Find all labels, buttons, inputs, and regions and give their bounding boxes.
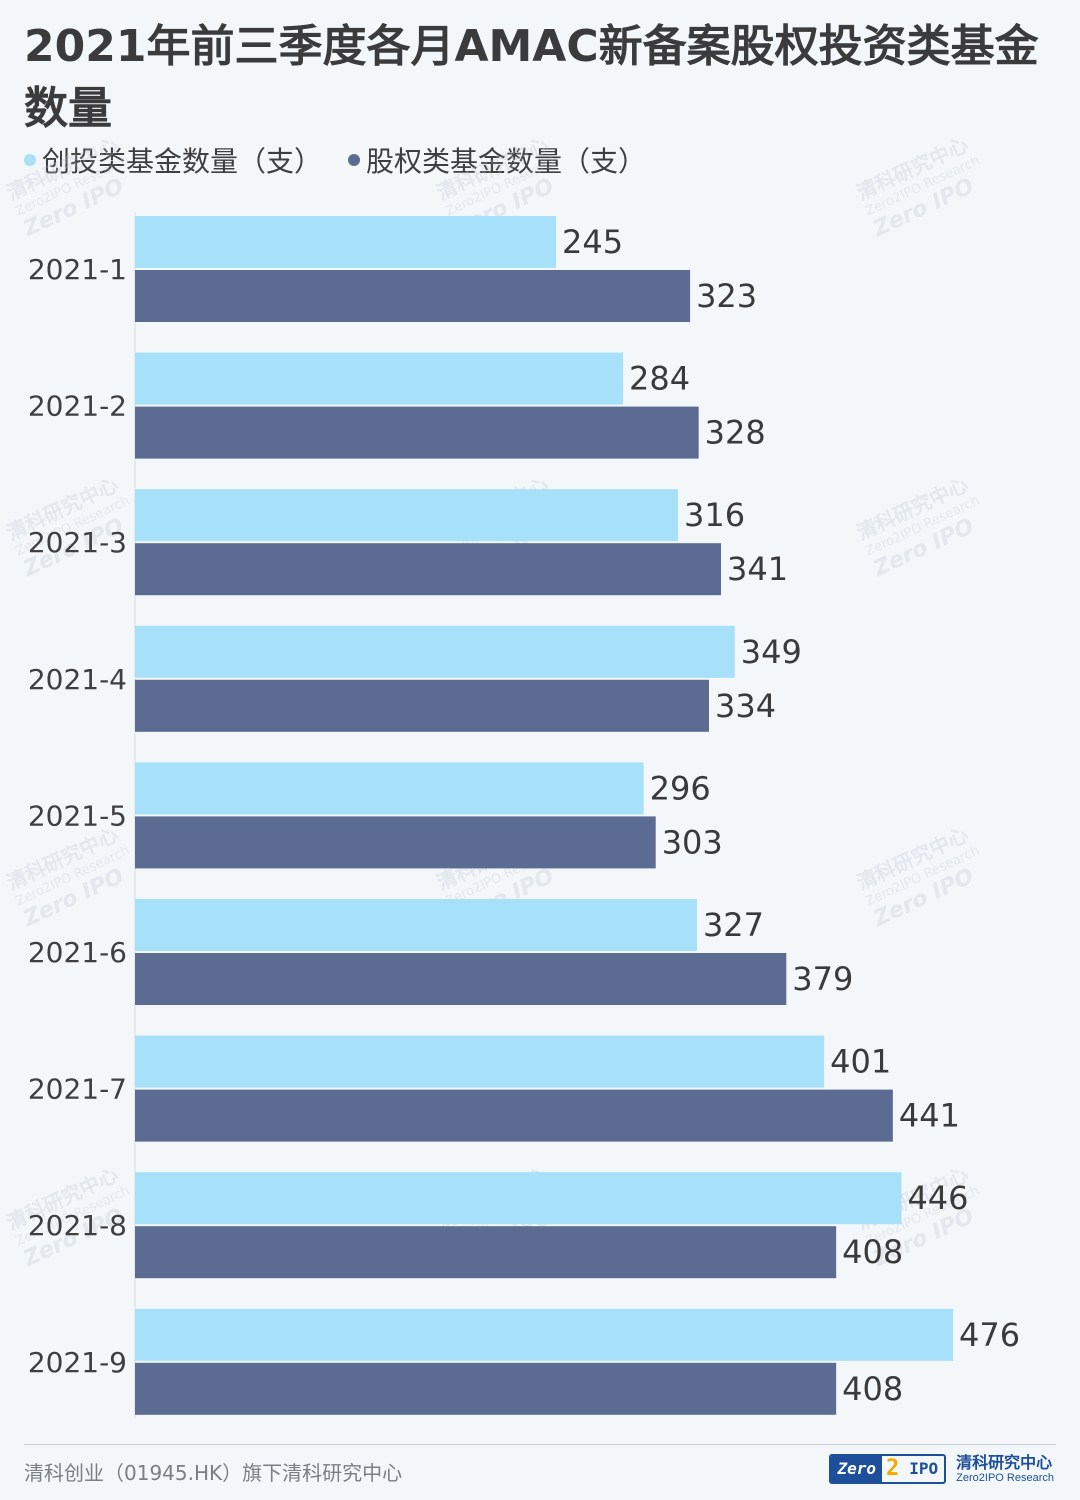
category-tick-label: 2021-3 (28, 526, 127, 559)
bar-venture (135, 899, 697, 951)
bar-equity (135, 1362, 837, 1415)
footer-divider (24, 1444, 1056, 1445)
legend: 创投类基金数量（支） 股权类基金数量（支） (24, 140, 646, 180)
data-label-venture: 296 (650, 769, 711, 807)
logo-en: Zero2IPO Research (956, 1471, 1054, 1484)
legend-label-equity: 股权类基金数量（支） (366, 145, 647, 178)
category-tick-label: 2021-1 (28, 253, 127, 286)
data-label-equity: 408 (842, 1370, 903, 1408)
data-label-equity: 334 (715, 687, 776, 725)
logo-two: 2 (886, 1456, 900, 1481)
legend-item-venture: 创投类基金数量（支） (24, 140, 322, 180)
bar-venture (135, 1308, 953, 1361)
category-tick-label: 2021-2 (28, 390, 127, 423)
bar-venture (135, 1035, 825, 1088)
bar-equity (135, 679, 709, 732)
bar-chart: 2021-1 245 323 2021-2 284 328 2021-3 316 341 2021… (28, 212, 1020, 1419)
logo-text: 清科研究中心 Zero2IPO Research (956, 1454, 1054, 1484)
logo-cn: 清科研究中心 (956, 1453, 1053, 1473)
category-tick-label: 2021-9 (28, 1346, 127, 1379)
data-label-venture: 284 (629, 360, 690, 398)
bar-venture (135, 762, 644, 815)
bar-equity (135, 270, 691, 322)
bar-equity (135, 1089, 893, 1142)
bar-equity (135, 1226, 837, 1279)
category-tick-label: 2021-5 (28, 799, 127, 832)
data-label-venture: 401 (830, 1043, 891, 1081)
data-label-equity: 341 (727, 550, 788, 588)
logo-ipo: IPO (909, 1459, 939, 1478)
data-label-venture: 446 (907, 1179, 968, 1217)
bar-venture (135, 1172, 902, 1225)
legend-swatch-equity (348, 154, 361, 166)
data-label-equity: 379 (792, 960, 853, 998)
bar-equity (135, 406, 699, 459)
data-label-equity: 323 (696, 277, 757, 315)
data-label-equity: 303 (662, 823, 723, 861)
data-label-venture: 327 (703, 906, 764, 944)
bar-equity (135, 543, 722, 596)
bar-venture (135, 625, 735, 678)
legend-label-venture: 创投类基金数量（支） (42, 145, 323, 178)
bar-venture (135, 352, 624, 405)
data-label-equity: 441 (899, 1097, 960, 1135)
bar-equity (135, 953, 787, 1005)
category-tick-label: 2021-6 (28, 936, 127, 969)
category-tick-label: 2021-8 (28, 1209, 127, 1242)
bar-equity (135, 816, 656, 869)
data-label-equity: 408 (842, 1233, 903, 1271)
data-label-venture: 245 (562, 223, 623, 261)
bar-venture (135, 216, 557, 268)
bar-venture (135, 489, 679, 542)
footer-source: 清科创业（01945.HK）旗下清科研究中心 (24, 1461, 403, 1485)
data-label-equity: 328 (705, 414, 766, 452)
legend-swatch-venture (24, 154, 36, 166)
data-label-venture: 316 (684, 496, 745, 534)
zero2ipo-logo-icon: Zero 2 IPO (829, 1454, 947, 1484)
chart-title: 2021年前三季度各月AMAC新备案股权投资类基金数量 (24, 21, 1039, 134)
legend-item-equity: 股权类基金数量（支） (348, 140, 646, 180)
category-tick-label: 2021-4 (28, 663, 127, 696)
logo-zero: Zero (831, 1456, 883, 1482)
data-label-venture: 349 (741, 633, 802, 671)
footer-logo: Zero 2 IPO 清科研究中心 Zero2IPO Research (829, 1454, 1054, 1484)
data-label-venture: 476 (959, 1316, 1020, 1354)
category-tick-label: 2021-7 (28, 1073, 127, 1106)
